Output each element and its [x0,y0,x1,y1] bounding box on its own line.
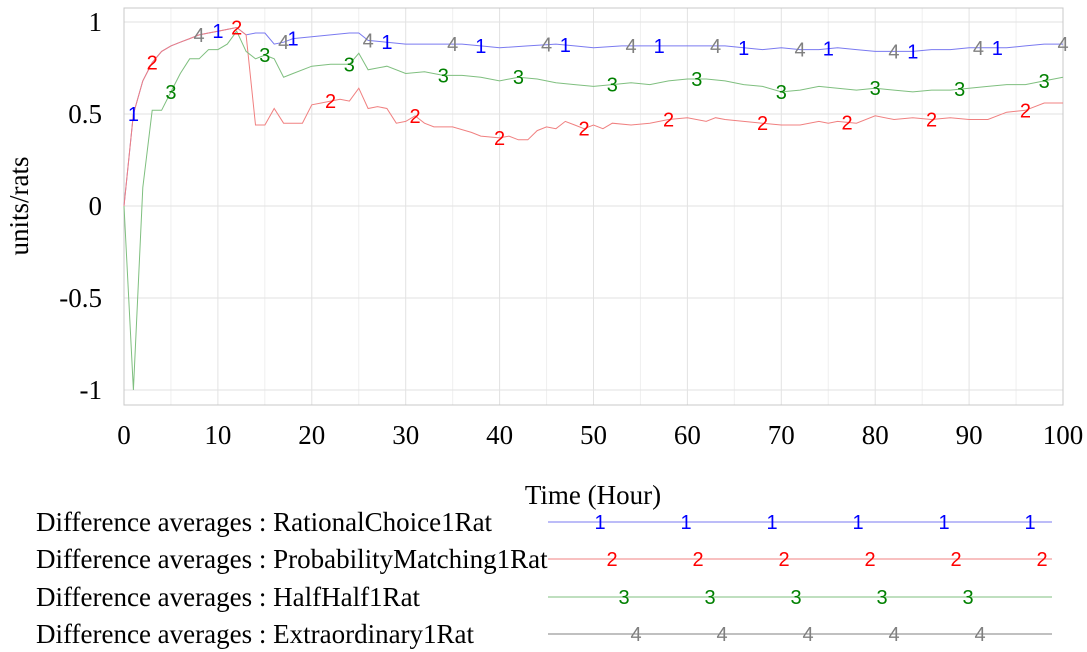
series-marker-2: 2 [841,112,852,134]
legend-marker: 2 [1036,549,1047,571]
series-marker-4: 4 [194,25,205,47]
legend-marker: 3 [704,587,715,609]
series-marker-2: 2 [147,52,158,74]
series-marker-4: 4 [710,36,721,58]
legend-marker: 1 [594,512,605,534]
series-line-2 [123,26,1063,207]
x-tick-labels: 0 10 20 30 40 50 60 70 80 90 100 [117,420,1083,450]
y-tick-label: 0.5 [68,99,102,129]
y-tick-labels: 1 0.5 0 -0.5 -1 [59,7,102,405]
y-tick-label: -0.5 [59,283,102,313]
series-marker-1: 1 [907,41,918,63]
series-marker-3: 3 [870,78,881,100]
series-marker-2: 2 [410,106,421,128]
x-axis-label: Time (Hour) [525,480,661,510]
legend: Difference averages : RationalChoice1Rat… [36,507,1052,649]
series-marker-3: 3 [776,82,787,104]
series-marker-3: 3 [954,79,965,101]
series-marker-3: 3 [165,82,176,104]
series-marker-3: 3 [1039,71,1050,93]
series-marker-3: 3 [513,67,524,89]
series-marker-2: 2 [231,18,242,40]
legend-marker: 4 [630,624,641,646]
legend-marker: 2 [950,549,961,571]
series-marker-3: 3 [607,75,618,97]
series-marker-2: 2 [579,119,590,141]
x-tick-label: 80 [862,420,889,450]
legend-label: Difference averages : RationalChoice1Rat [36,507,493,537]
series-marker-2: 2 [1020,100,1031,122]
series-marker-3: 3 [438,65,449,87]
legend-marker: 2 [864,549,875,571]
x-tick-label: 20 [298,420,325,450]
series-marker-1: 1 [475,36,486,58]
series-marker-4: 4 [363,30,374,52]
series-marker-2: 2 [926,110,937,132]
legend-marker: 2 [692,549,703,571]
legend-marker: 1 [766,512,777,534]
series-marker-1: 1 [212,21,223,43]
legend-marker: 2 [606,549,617,571]
series-marker-3: 3 [691,69,702,91]
series-marker-4: 4 [888,41,899,63]
series-lines [123,26,1064,391]
x-tick-label: 40 [486,420,513,450]
series-marker-1: 1 [654,36,665,58]
series-marker-4: 4 [795,40,806,62]
legend-label: Difference averages : ProbabilityMatchin… [36,544,548,574]
series-marker-2: 2 [325,91,336,113]
legend-marker: 4 [888,624,899,646]
series-marker-4: 4 [447,34,458,56]
legend-marker: 3 [790,587,801,609]
series-marker-1: 1 [738,38,749,60]
legend-marker: 1 [1024,512,1035,534]
series-marker-2: 2 [663,110,674,132]
series-marker-1: 1 [287,29,298,51]
x-tick-label: 90 [956,420,983,450]
legend-marker: 2 [778,549,789,571]
series-marker-4: 4 [541,35,552,57]
series-marker-1: 1 [823,39,834,61]
x-tick-label: 30 [392,420,419,450]
y-tick-label: -1 [80,375,103,405]
legend-marker: 4 [716,624,727,646]
legend-marker: 3 [962,587,973,609]
legend-marker: 1 [852,512,863,534]
series-marker-4: 4 [625,36,636,58]
y-tick-label: 0 [89,191,103,221]
series-marker-2: 2 [757,113,768,135]
series-marker-3: 3 [344,54,355,76]
series-marker-1: 1 [128,104,139,126]
series-marker-4: 4 [278,32,289,54]
x-tick-label: 70 [768,420,795,450]
series-marker-4: 4 [973,38,984,60]
legend-marker: 4 [802,624,813,646]
legend-marker: 1 [680,512,691,534]
x-tick-label: 10 [204,420,231,450]
x-tick-label: 50 [580,420,607,450]
x-tick-label: 0 [117,420,131,450]
legend-marker: 4 [974,624,985,646]
series-marker-3: 3 [259,45,270,67]
series-marker-1: 1 [381,32,392,54]
legend-marker: 3 [618,587,629,609]
series-line-3 [123,30,1064,391]
series-marker-2: 2 [494,128,505,150]
x-tick-label: 100 [1043,420,1084,450]
legend-label: Difference averages : HalfHalf1Rat [36,582,421,612]
legend-marker: 3 [876,587,887,609]
series-marker-4: 4 [1057,34,1068,56]
grid [123,8,1064,405]
legend-label: Difference averages : Extraordinary1Rat [36,619,475,649]
x-tick-label: 60 [674,420,701,450]
y-axis-label: units/rats [4,157,34,256]
y-tick-label: 1 [89,7,103,37]
series-marker-1: 1 [560,35,571,57]
legend-marker: 1 [938,512,949,534]
series-marker-1: 1 [992,38,1003,60]
